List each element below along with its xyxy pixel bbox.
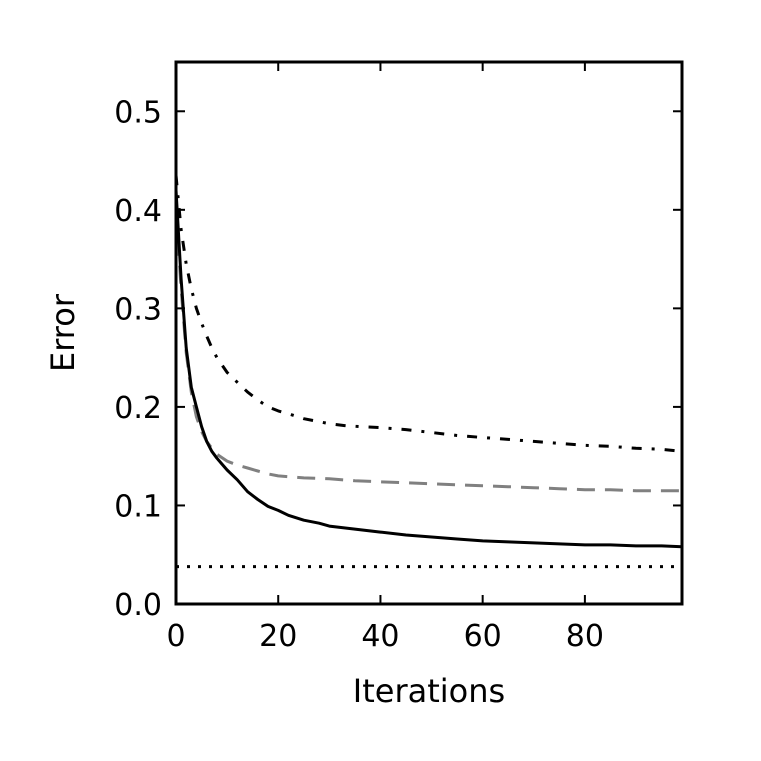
y-tick-label: 0.3 <box>114 292 162 327</box>
x-tick-label: 60 <box>464 619 502 654</box>
y-tick-label: 0.4 <box>114 194 162 229</box>
series-line-solid <box>176 190 682 549</box>
y-tick-label: 0.1 <box>114 489 162 524</box>
x-tick-label: 20 <box>259 619 297 654</box>
series-line-dashdot <box>176 175 682 453</box>
y-tick-label: 0.5 <box>114 95 162 130</box>
x-tick-label: 40 <box>361 619 399 654</box>
ticks-layer: 0 20 40 60 80 0.0 0.1 0.2 0.3 0.4 0.5 <box>114 62 682 654</box>
x-tick-label: 80 <box>566 619 604 654</box>
x-axis-title: Iterations <box>353 672 505 710</box>
y-tick-label: 0.2 <box>114 391 162 426</box>
y-tick-label: 0.0 <box>114 588 162 623</box>
y-axis-title: Error <box>44 293 82 372</box>
x-tick-label: 0 <box>166 619 185 654</box>
series-line-dashed <box>176 209 682 493</box>
plot-frame <box>174 60 684 606</box>
series-layer <box>176 175 682 569</box>
